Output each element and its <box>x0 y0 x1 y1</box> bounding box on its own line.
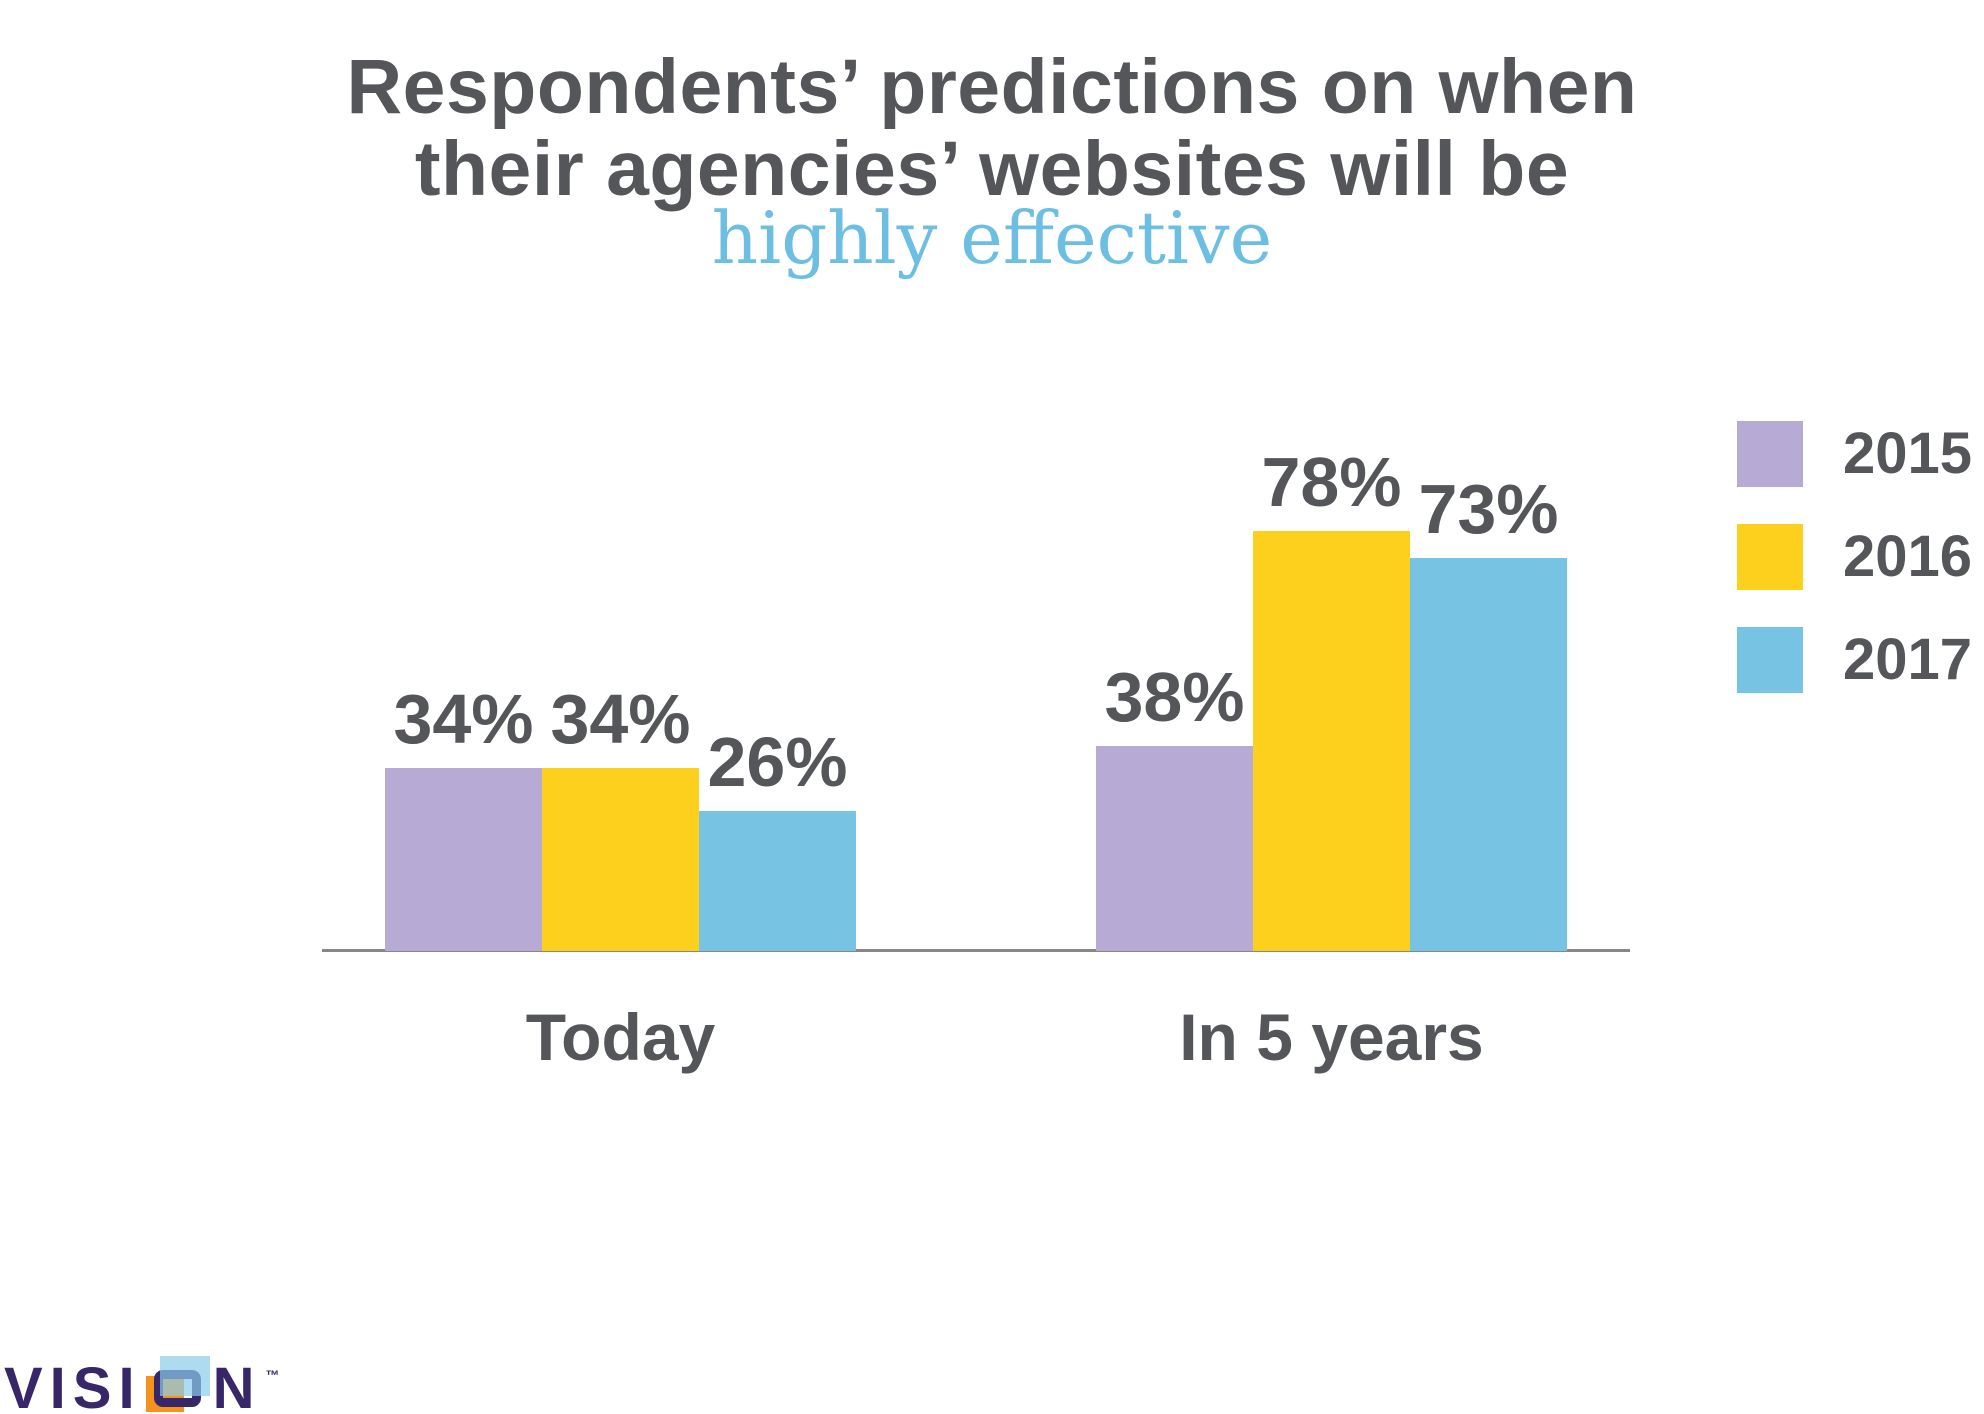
legend-swatch-2015 <box>1737 421 1803 487</box>
logo-text-visi: VISI <box>4 1355 142 1414</box>
bar-2017-in-5-years: 73% <box>1410 474 1567 951</box>
bar-2015-today: 34% <box>385 684 542 951</box>
legend-item-2015: 2015 <box>1737 421 1972 487</box>
logo-text-n: N <box>212 1355 262 1414</box>
legend-item-2016: 2016 <box>1737 524 1972 590</box>
chart-subtitle-highlight: highly effective <box>711 196 1273 280</box>
chart-title-line-2: their agencies’ websites will be <box>414 126 1570 213</box>
bar-2015-in-5-years: 38% <box>1096 662 1253 951</box>
legend-label-2017: 2017 <box>1843 627 1973 692</box>
category-label-in-5-years: In 5 years <box>1179 1000 1484 1074</box>
category-label-today: Today <box>525 1000 716 1074</box>
logo-o-mark <box>145 1355 210 1412</box>
bar-value-label: 34% <box>550 680 691 758</box>
legend-label-2016: 2016 <box>1843 524 1973 589</box>
chart-title-line-1: Respondents’ predictions on when <box>346 44 1638 130</box>
bar-value-label: 73% <box>1418 470 1559 548</box>
bar-2016-in-5-years: 78% <box>1253 447 1410 951</box>
bar-value-label: 26% <box>707 723 848 801</box>
bar-2016-today: 34% <box>542 684 699 951</box>
bar-value-label: 78% <box>1261 443 1402 521</box>
bar-value-label: 38% <box>1104 658 1245 736</box>
legend: 2015 2016 2017 <box>1737 421 1972 730</box>
x-axis-line <box>322 949 1630 952</box>
legend-label-2015: 2015 <box>1843 421 1973 486</box>
bar-value-label: 34% <box>393 680 534 758</box>
bars-in-5-years: 38% 78% 73% <box>1096 447 1567 951</box>
legend-swatch-2017 <box>1737 627 1803 693</box>
bar-group-in-5-years: 38% 78% 73% In 5 years <box>1096 447 1567 1074</box>
legend-swatch-2016 <box>1737 524 1803 590</box>
logo-blue-square <box>159 1355 210 1396</box>
trademark-symbol: ™ <box>265 1366 280 1383</box>
vision-logo: VISI N ™ <box>4 1355 280 1414</box>
bars-today: 34% 34% 26% <box>385 684 856 951</box>
legend-item-2017: 2017 <box>1737 627 1972 693</box>
bar-group-today: 34% 34% 26% Today <box>385 684 856 1074</box>
bar-2017-today: 26% <box>699 727 856 951</box>
chart-title: Respondents’ predictions on when their a… <box>0 46 1984 211</box>
